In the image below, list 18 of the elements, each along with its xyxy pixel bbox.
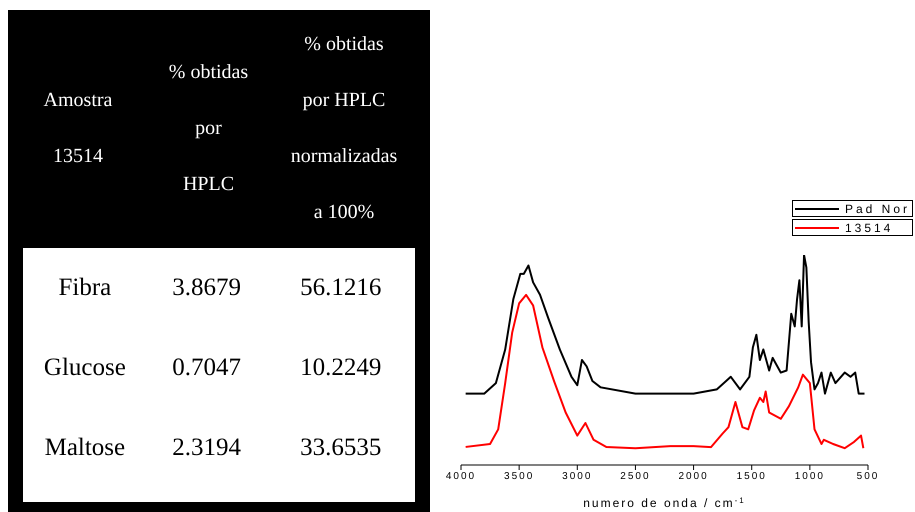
chart-title: Amostra 13514 — [44, 89, 112, 167]
category-label: Glucose — [42, 354, 127, 382]
x-tick-label: 3500 — [504, 471, 534, 482]
x-tick-label: 500 — [856, 471, 880, 482]
x-tick-label: 2000 — [678, 471, 709, 482]
legend-label: Pad Nor — [844, 202, 910, 216]
legend-label: 13514 — [844, 220, 894, 234]
x-tick-label: 4000 — [446, 471, 476, 482]
x-tick-label: 2500 — [620, 471, 651, 482]
text: % obtidas por HPLC normalizadas a 100% — [290, 33, 398, 223]
x-tick-label: 3000 — [562, 471, 592, 482]
text: % obtidas por HPLC — [168, 61, 248, 195]
x-axis-title: numero de onda / cm$^{-1}$ — [583, 496, 746, 510]
x-tick-label: 1500 — [736, 471, 767, 482]
table-panel: Fibra 3.8679 56.1216 Glucose 0.7047 10.2249 Maltose 2.3194 33.6535 — [23, 248, 415, 502]
category-label: Fibra — [57, 274, 112, 302]
category-label: Maltose — [44, 434, 126, 462]
x-tick-label: 1000 — [794, 471, 825, 482]
